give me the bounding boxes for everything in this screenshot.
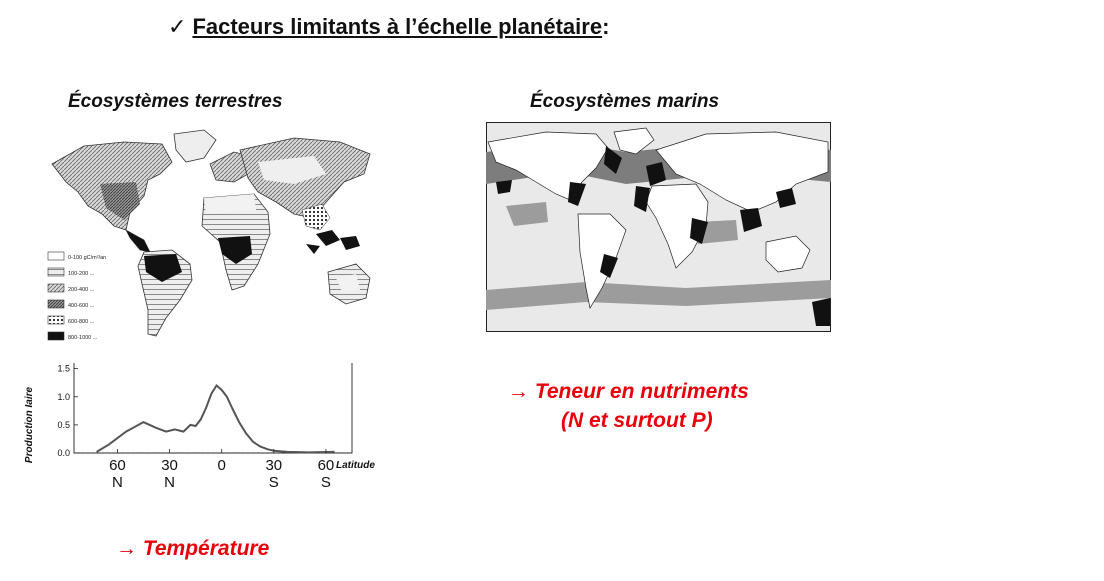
x-tick-label: 0	[218, 457, 226, 474]
marine-title: Écosystèmes marins	[530, 91, 720, 112]
y-tick-label: 0.0	[57, 448, 70, 458]
x-tick-hemisphere: S	[321, 474, 331, 490]
x-tick-hemisphere: S	[269, 474, 279, 490]
chart-frame	[73, 363, 353, 454]
page-title-colon: :	[602, 14, 610, 39]
y-tick-label: 0.5	[57, 420, 70, 430]
page-title: ✓ Facteurs limitants à l’échelle planétai…	[168, 14, 609, 40]
ocean-map-greenland	[613, 127, 655, 155]
x-axis-label: Latitude	[336, 460, 375, 471]
greenland	[173, 129, 217, 163]
marine-factor-line1: → Teneur en nutriments	[508, 380, 749, 403]
legend-label: 800-1000 ...	[68, 335, 98, 341]
x-tick-hemisphere: N	[112, 474, 123, 490]
y-axis-label: Production Iaire	[24, 387, 35, 464]
legend-label: 400-600 ...	[68, 303, 95, 309]
x-tick-hemisphere: N	[164, 474, 175, 490]
y-tick-label: 1.0	[57, 392, 70, 402]
map-legend: 0-100 gC/m²/an 100-200 ... 200-400 ... 4…	[47, 251, 106, 341]
legend-label: 0-100 gC/m²/an	[68, 255, 106, 261]
page-title-text: Facteurs limitants à l’échelle planétair…	[192, 14, 603, 39]
legend-label: 200-400 ...	[68, 287, 95, 293]
ocean-map-australia	[765, 235, 811, 273]
x-tick-label: 30	[265, 457, 282, 474]
x-tick-label: 60	[318, 457, 335, 474]
ocean-map-africa	[645, 183, 709, 269]
y-tick-label: 1.5	[57, 364, 70, 374]
x-tick-label: 30	[161, 457, 178, 474]
x-tick-label: 60	[109, 457, 126, 474]
terrestrial-title: Écosystèmes terrestres	[68, 91, 283, 112]
terrestrial-factor: → Température	[116, 537, 270, 560]
marine-factor-line2: (N et surtout P)	[561, 409, 713, 432]
ocean-map-south-america	[577, 213, 627, 309]
production-series-line	[96, 383, 335, 454]
legend-label: 100-200 ...	[68, 271, 95, 277]
marine-productivity-map	[486, 122, 831, 332]
legend-label: 600-800 ...	[68, 319, 95, 325]
check-icon: ✓	[168, 14, 187, 39]
terrestrial-productivity-map: 0-100 gC/m²/an 100-200 ... 200-400 ... 4…	[47, 129, 371, 341]
